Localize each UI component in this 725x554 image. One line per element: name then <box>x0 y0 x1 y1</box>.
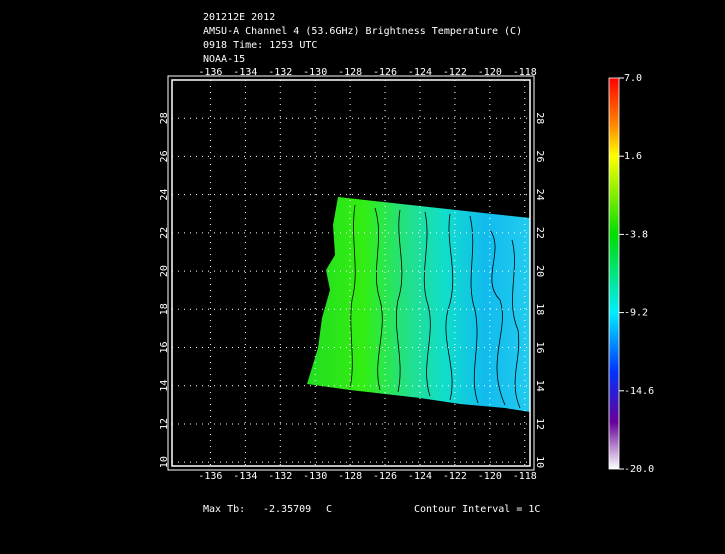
y-tick-label: 26 <box>159 150 170 162</box>
x-tick-label: -134 <box>233 471 257 482</box>
x-tick-label: -130 <box>303 471 327 482</box>
colorbar-label: -3.8 <box>624 229 648 240</box>
x-tick-label: -126 <box>373 471 397 482</box>
x-tick-label: -120 <box>478 471 502 482</box>
y-tick-label: 16 <box>534 342 545 354</box>
max-value: -2.35709 <box>263 504 311 515</box>
max-unit: C <box>326 504 332 515</box>
header: 201212E 2012 AMSU-A Channel 4 (53.6GHz) B… <box>203 12 522 65</box>
y-tick-label: 22 <box>534 227 545 239</box>
y-tick-label: 10 <box>159 456 170 468</box>
x-tick-label: -136 <box>198 471 222 482</box>
x-tick-label: -130 <box>303 67 327 78</box>
y-tick-label: 12 <box>534 418 545 430</box>
y-tick-label: 12 <box>159 418 170 430</box>
y-tick-label: 10 <box>534 456 545 468</box>
y-tick-label: 22 <box>159 227 170 239</box>
x-tick-label: -118 <box>513 67 537 78</box>
x-tick-label: -128 <box>338 471 362 482</box>
y-tick-label: 18 <box>159 303 170 315</box>
x-tick-label: -134 <box>233 67 257 78</box>
colorbar-label: -9.2 <box>624 308 648 319</box>
max-label: Max Tb: <box>203 504 245 515</box>
x-tick-label: -124 <box>408 67 432 78</box>
x-tick-label: -122 <box>443 471 467 482</box>
y-tick-label: 20 <box>534 265 545 277</box>
y-tick-label: 28 <box>159 112 170 124</box>
colorbar-label: -20.0 <box>624 464 654 475</box>
contour-interval: Contour Interval = 1C <box>414 504 540 515</box>
x-tick-label: -118 <box>513 471 537 482</box>
x-tick-label: -126 <box>373 67 397 78</box>
data-swath <box>307 197 530 412</box>
x-tick-label: -122 <box>443 67 467 78</box>
colorbar-label: 7.0 <box>624 73 642 84</box>
x-tick-label: -132 <box>268 471 292 482</box>
y-tick-label: 24 <box>159 189 170 201</box>
y-tick-label: 16 <box>159 342 170 354</box>
y-tick-label: 14 <box>159 380 170 392</box>
x-tick-label: -136 <box>198 67 222 78</box>
y-tick-label: 26 <box>534 150 545 162</box>
x-tick-label: -124 <box>408 471 432 482</box>
plot-frame <box>171 79 531 467</box>
header-line: 201212E 2012 <box>203 12 275 23</box>
y-tick-label: 28 <box>534 112 545 124</box>
header-line: 0918 Time: 1253 UTC <box>203 40 317 51</box>
x-tick-label: -128 <box>338 67 362 78</box>
colorbar <box>608 77 620 470</box>
header-line: NOAA-15 <box>203 54 245 65</box>
colorbar-label: -14.6 <box>624 386 654 397</box>
header-line: AMSU-A Channel 4 (53.6GHz) Brightness Te… <box>203 26 522 37</box>
x-tick-label: -120 <box>478 67 502 78</box>
colorbar-label: 1.6 <box>624 151 642 162</box>
y-tick-label: 20 <box>159 265 170 277</box>
y-tick-label: 18 <box>534 303 545 315</box>
contours <box>349 204 521 409</box>
x-tick-label: -132 <box>268 67 292 78</box>
outer-frame <box>167 75 535 471</box>
y-tick-label: 14 <box>534 380 545 392</box>
y-tick-label: 24 <box>534 189 545 201</box>
